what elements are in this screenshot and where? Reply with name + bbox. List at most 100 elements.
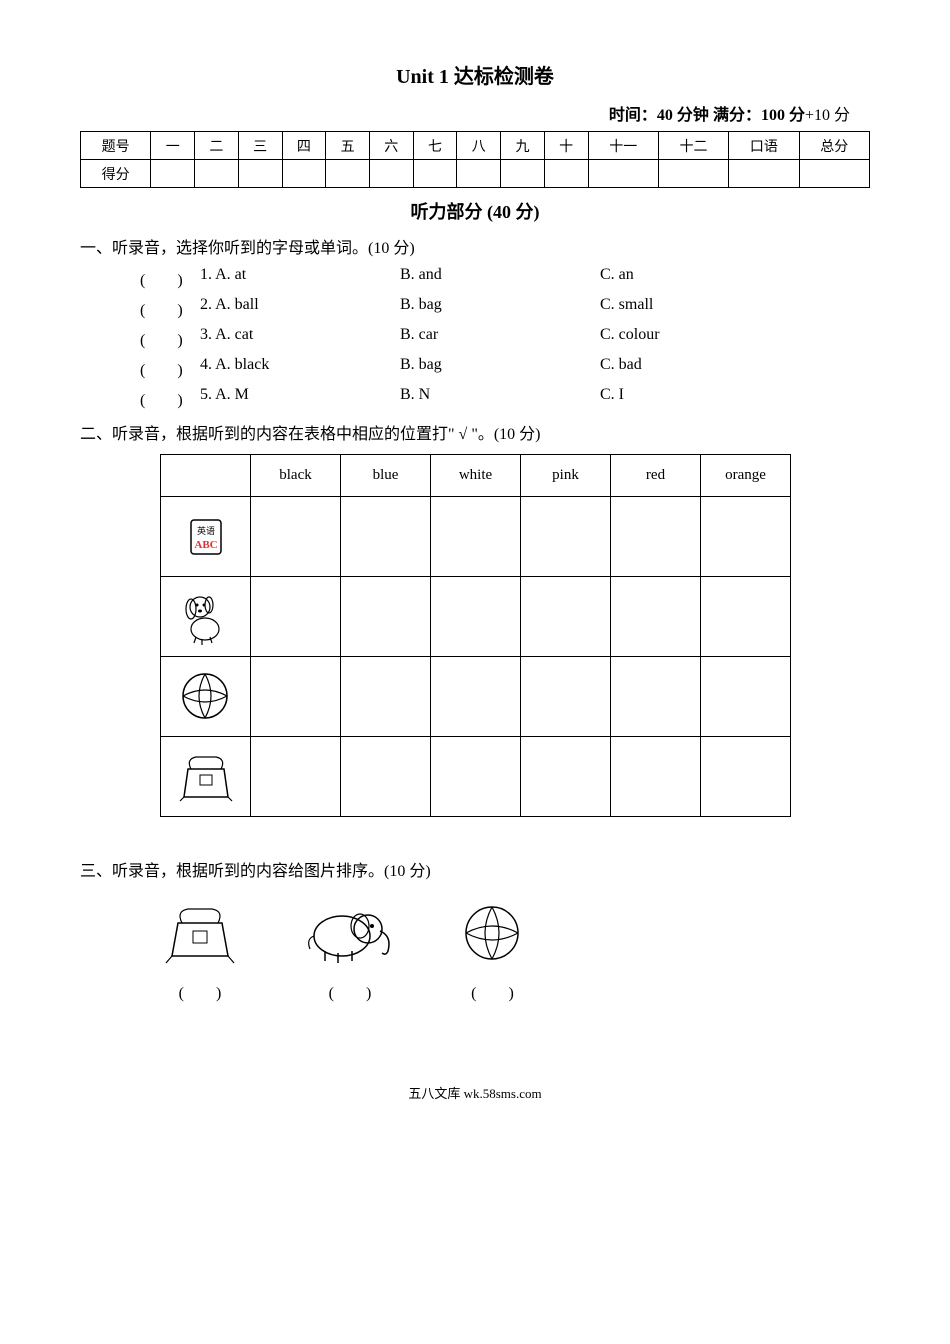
page-title: Unit 1 达标检测卷 [80,60,870,89]
q1-instruction: 一、听录音，选择你听到的字母或单词。(10 分) [80,234,870,258]
score-cell [544,160,588,188]
check-cell [701,657,791,737]
score-hdr: 六 [369,132,413,160]
footer: 五八文库 wk.58sms.com [80,1083,870,1102]
score-hdr: 五 [326,132,370,160]
color-table: black blue white pink red orange 英语 ABC [160,454,791,817]
score-hdr: 一 [151,132,195,160]
opt-a: 2. A. ball [200,296,400,320]
blank-header [161,455,251,497]
table-row [161,657,791,737]
score-cell [457,160,501,188]
check-cell [251,577,341,657]
check-cell [431,577,521,657]
check-cell [521,577,611,657]
check-cell [431,497,521,577]
check-cell [611,577,701,657]
score-cell [799,160,869,188]
elephant-icon [300,901,400,966]
score-hdr: 二 [195,132,239,160]
score-hdr: 十二 [658,132,728,160]
svg-text:英语: 英语 [196,525,214,536]
color-hdr: pink [521,455,611,497]
answer-blank: ( ) [140,266,200,290]
order-item: ( ) [160,901,240,1003]
svg-text:ABC: ABC [194,539,217,551]
color-hdr: black [251,455,341,497]
check-cell [611,497,701,577]
check-cell [611,657,701,737]
mcq-row: ( ) 4. A. black B. bag C. bad [140,356,870,380]
check-cell [431,657,521,737]
score-hdr: 十一 [588,132,658,160]
check-cell [701,497,791,577]
score-cell [151,160,195,188]
score-cell [369,160,413,188]
score-hdr: 总分 [799,132,869,160]
order-blank: ( ) [160,979,240,1003]
bag-icon [160,901,240,966]
bag-icon [161,737,251,817]
mcq-row: ( ) 2. A. ball B. bag C. small [140,296,870,320]
score-cell [413,160,457,188]
score-hdr: 七 [413,132,457,160]
listening-header: 听力部分 (40 分) [80,198,870,224]
time-val: 40 [657,107,673,124]
opt-b: B. N [400,386,600,410]
ball-icon [161,657,251,737]
color-hdr: white [431,455,521,497]
score-cell [501,160,545,188]
opt-c: C. colour [600,326,800,350]
check-cell [701,577,791,657]
score-hdr: 三 [238,132,282,160]
score-header-row: 题号 一 二 三 四 五 六 七 八 九 十 十一 十二 口语 总分 [81,132,870,160]
score-unit: 分 [785,107,805,124]
answer-blank: ( ) [140,386,200,410]
answer-blank: ( ) [140,296,200,320]
book-icon: 英语 ABC [161,497,251,577]
check-cell [701,737,791,817]
score-cell [658,160,728,188]
score-table: 题号 一 二 三 四 五 六 七 八 九 十 十一 十二 口语 总分 得分 [80,131,870,188]
opt-b: B. car [400,326,600,350]
check-cell [611,737,701,817]
score-cell [729,160,799,188]
mcq-row: ( ) 5. A. M B. N C. I [140,386,870,410]
check-cell [251,497,341,577]
q1-items: ( ) 1. A. at B. and C. an ( ) 2. A. ball… [80,266,870,410]
check-cell [341,657,431,737]
score-cell [326,160,370,188]
score-hdr: 四 [282,132,326,160]
answer-blank: ( ) [140,356,200,380]
score-cell [238,160,282,188]
check-cell [341,497,431,577]
opt-a: 4. A. black [200,356,400,380]
check-cell [251,737,341,817]
check-cell [341,577,431,657]
order-blank: ( ) [300,979,400,1003]
score-cell: 得分 [81,160,151,188]
order-item: ( ) [460,901,525,1003]
answer-blank: ( ) [140,326,200,350]
table-row: 英语 ABC [161,497,791,577]
check-cell [341,737,431,817]
opt-a: 5. A. M [200,386,400,410]
opt-c: C. an [600,266,800,290]
q2-instruction: 二、听录音，根据听到的内容在表格中相应的位置打" √ "。(10 分) [80,420,870,444]
q3-instruction: 三、听录音，根据听到的内容给图片排序。(10 分) [80,857,870,881]
color-hdr: blue [341,455,431,497]
opt-b: B. and [400,266,600,290]
color-hdr: red [611,455,701,497]
opt-c: C. small [600,296,800,320]
score-cell [588,160,658,188]
check-cell [431,737,521,817]
score-hdr: 口语 [729,132,799,160]
table-row [161,577,791,657]
check-cell [521,657,611,737]
score-val: 100 [761,107,785,124]
check-cell [251,657,341,737]
mcq-row: ( ) 3. A. cat B. car C. colour [140,326,870,350]
opt-b: B. bag [400,356,600,380]
color-header-row: black blue white pink red orange [161,455,791,497]
time-unit: 分钟 [673,107,709,124]
